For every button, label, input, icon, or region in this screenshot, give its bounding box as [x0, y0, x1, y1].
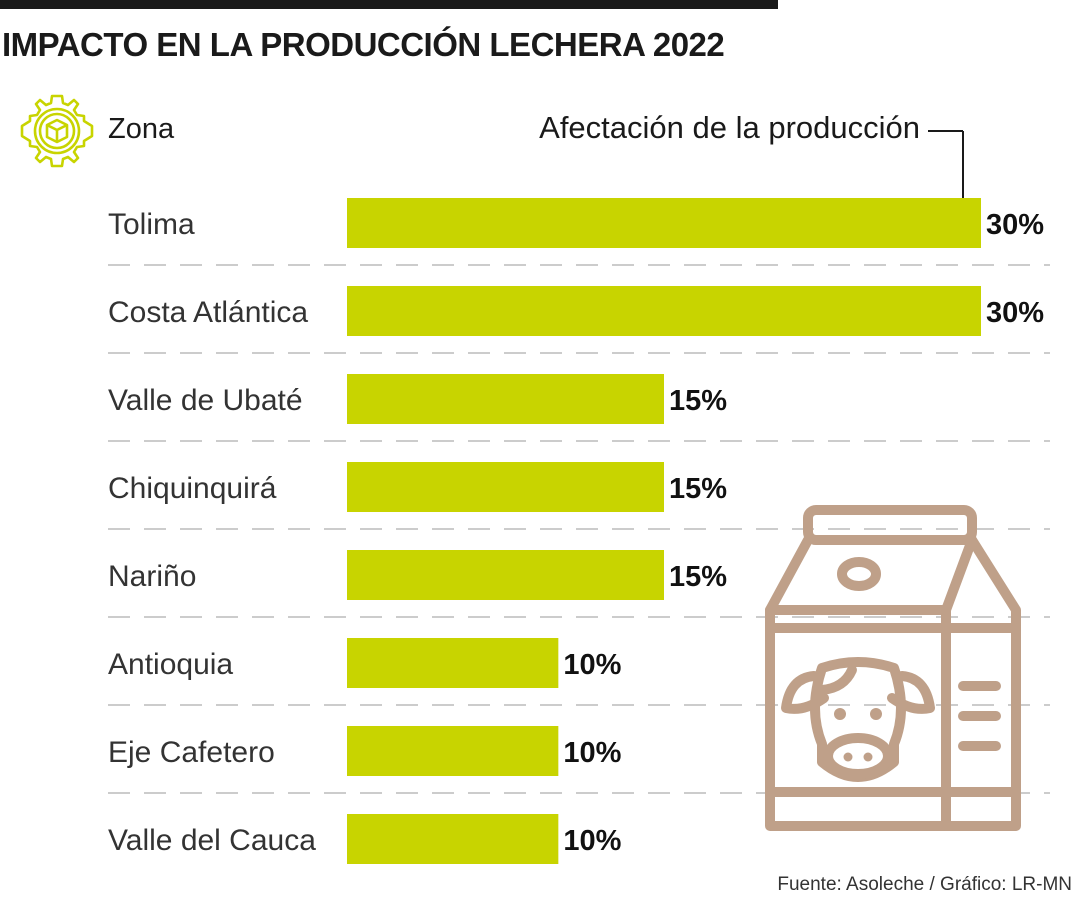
value-label: 15% [669, 385, 727, 417]
category-label: Valle del Cauca [108, 824, 316, 857]
category-label: Valle de Ubaté [108, 384, 303, 417]
category-header: Zona [108, 113, 175, 145]
top-rule [0, 0, 778, 9]
category-label: Nariño [108, 560, 196, 593]
category-label: Tolima [108, 208, 195, 241]
value-header: Afectación de la producción [539, 110, 920, 145]
value-label: 10% [563, 649, 621, 681]
bar [347, 550, 664, 600]
bar [347, 198, 981, 248]
value-label: 10% [563, 825, 621, 857]
category-label: Chiquinquirá [108, 472, 277, 505]
bar [347, 286, 981, 336]
chart-title: IMPACTO EN LA PRODUCCIÓN LECHERA 2022 [2, 26, 725, 63]
category-label: Antioquia [108, 648, 233, 681]
bar [347, 726, 559, 776]
bar [347, 374, 664, 424]
bar [347, 462, 664, 512]
milk-carton-cow-icon [765, 505, 1021, 831]
value-label: 10% [563, 737, 621, 769]
gear-box-icon [20, 94, 94, 168]
value-label: 30% [986, 209, 1044, 241]
bar [347, 638, 559, 688]
value-label: 15% [669, 473, 727, 505]
source-note: Fuente: Asoleche / Gráfico: LR-MN [777, 874, 1072, 895]
value-label: 15% [669, 561, 727, 593]
value-label: 30% [986, 297, 1044, 329]
category-label: Costa Atlántica [108, 296, 308, 329]
bar [347, 814, 559, 864]
category-label: Eje Cafetero [108, 736, 275, 769]
